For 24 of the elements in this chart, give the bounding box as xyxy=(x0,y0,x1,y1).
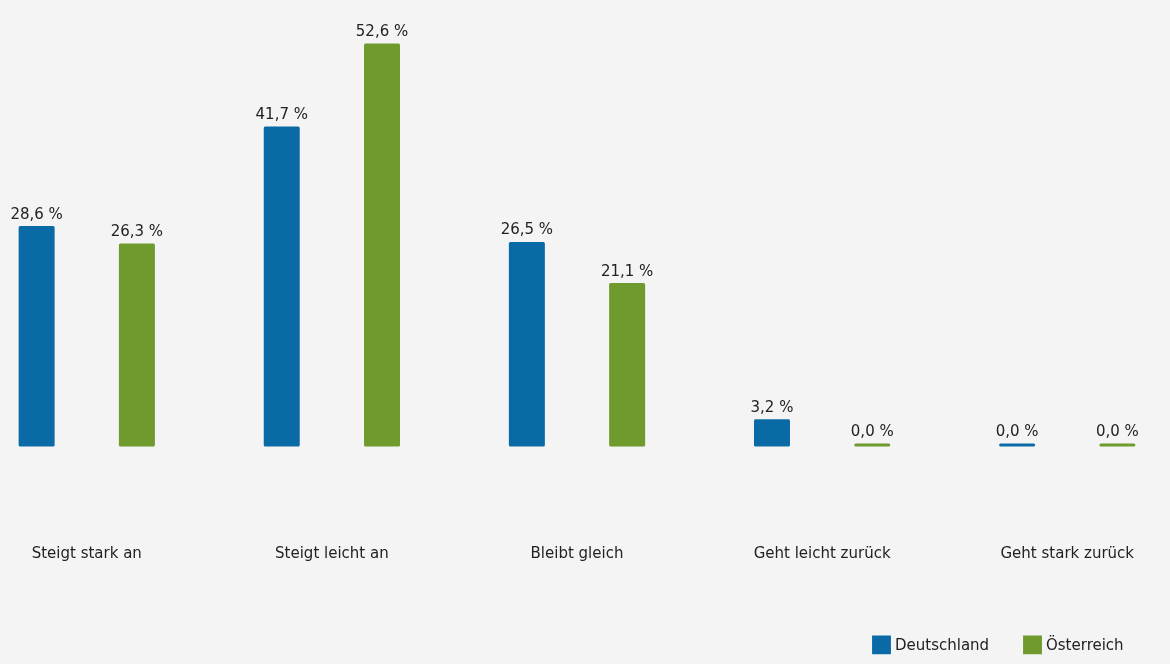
data-label: 52,6 % xyxy=(355,22,409,40)
x-tick-label: Steigt leicht an xyxy=(275,543,389,562)
data-label: 41,7 % xyxy=(255,104,308,123)
bar xyxy=(753,419,790,447)
data-label: 0,0 % xyxy=(995,422,1039,440)
data-label: 0,0 % xyxy=(1095,422,1139,440)
bar xyxy=(609,283,646,447)
data-label: 26,3 % xyxy=(110,222,164,240)
legend-label: Deutschland xyxy=(895,635,990,654)
data-label: 28,6 % xyxy=(10,204,63,223)
bar xyxy=(263,126,300,447)
x-tick-label: Bleibt gleich xyxy=(530,543,624,562)
data-label: 0,0 % xyxy=(850,422,894,440)
bar xyxy=(118,243,155,447)
legend-label: Österreich xyxy=(1046,634,1124,654)
x-tick-label: Steigt stark an xyxy=(31,543,142,562)
bar xyxy=(18,226,55,447)
data-label: 21,1 % xyxy=(600,261,654,280)
data-label: 3,2 % xyxy=(750,397,794,416)
bar xyxy=(508,241,545,447)
bar xyxy=(364,43,401,447)
x-tick-label: Geht leicht zurück xyxy=(753,543,891,562)
data-label: 26,5 % xyxy=(500,220,554,239)
x-tick-label: Geht stark zurück xyxy=(1000,543,1135,562)
